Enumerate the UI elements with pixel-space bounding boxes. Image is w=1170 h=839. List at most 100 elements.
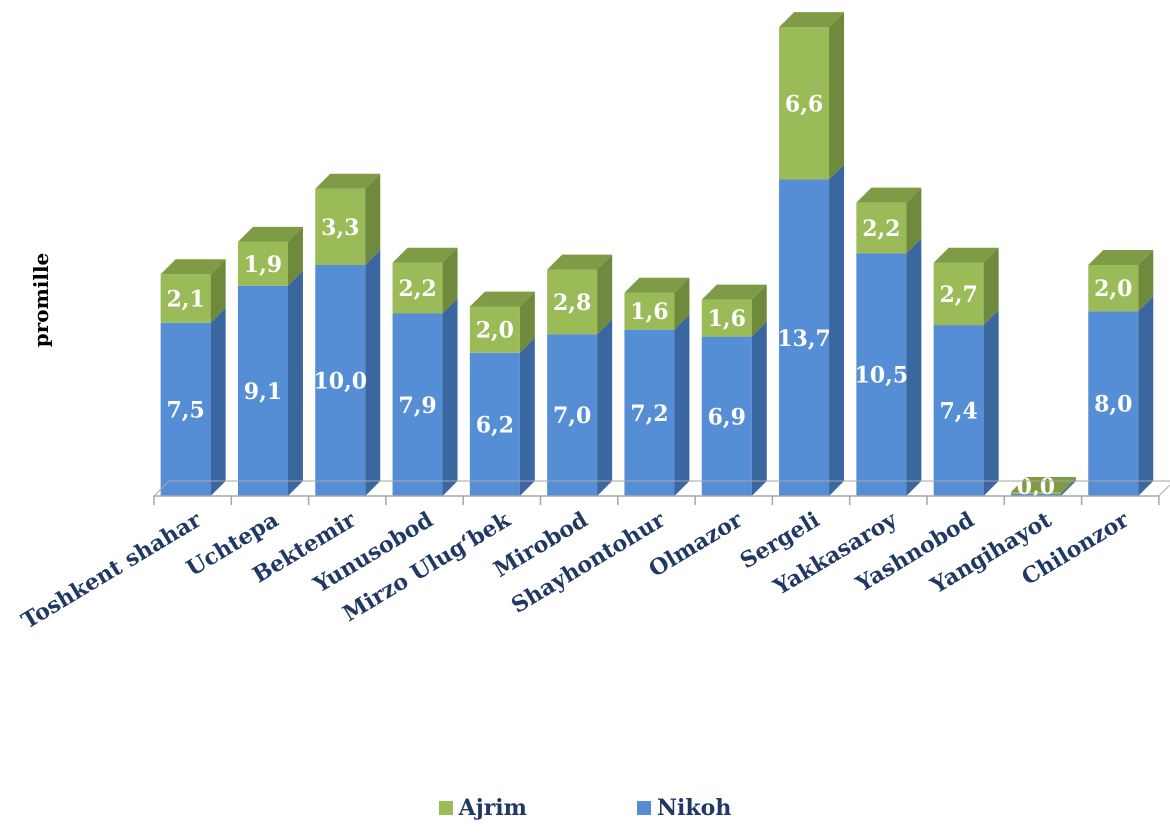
legend-swatch-ajrim: [438, 801, 453, 815]
value-label-nikoh-sergeli: 13,7: [777, 326, 831, 352]
y-axis-label: promille: [29, 253, 53, 348]
bar-side: [674, 314, 690, 496]
value-label-ajrim-mirobod: 2,8: [553, 290, 591, 316]
bar-side: [442, 247, 458, 314]
value-label-ajrim-uchtepa: 1,9: [244, 252, 282, 278]
bar-top: [1088, 250, 1154, 265]
bar-side: [519, 337, 535, 496]
bar-top: [856, 187, 922, 203]
bar-front: [701, 299, 752, 337]
bar-side: [597, 319, 613, 496]
bar-front: [933, 262, 984, 326]
bar-nikoh-olmazor: [701, 321, 767, 496]
bar-side: [365, 250, 381, 496]
bar-nikoh-toshkent-shahar: [160, 307, 226, 496]
bar-side: [210, 307, 226, 496]
bar-front: [469, 352, 520, 496]
bar-top: [933, 247, 999, 263]
value-label-nikoh-toshkent-shahar: 7,5: [167, 397, 205, 423]
bar-front: [1010, 492, 1061, 494]
bar-ajrim-yakkasaroy: [856, 187, 922, 254]
value-label-ajrim-sergeli: 6,6: [785, 91, 823, 117]
bar-side: [1060, 479, 1076, 496]
bar-nikoh-uchtepa: [237, 270, 303, 496]
value-label-nikoh-chilonzor: 8,0: [1094, 392, 1132, 418]
value-label-nikoh-mirzo-ulug-bek: 6,2: [476, 412, 514, 438]
bar-front: [1010, 494, 1061, 496]
bar-top: [701, 284, 767, 300]
bar-side: [751, 284, 767, 337]
bar-nikoh-mirzo-ulug-bek: [469, 337, 535, 496]
bar-side: [210, 259, 226, 323]
bar-side: [983, 247, 999, 326]
bar-nikoh-bektemir: [315, 250, 381, 496]
bar-side: [287, 226, 303, 286]
bar-top: [624, 277, 690, 293]
bar-front: [779, 179, 830, 496]
bar-ajrim-chilonzor: [1088, 250, 1154, 312]
bar-side: [906, 238, 922, 496]
bar-ajrim-yashnobod: [933, 247, 999, 326]
bar-nikoh-chilonzor: [1088, 296, 1154, 496]
bar-nikoh-sergeli: [779, 164, 845, 496]
bar-front: [160, 322, 211, 496]
bar-nikoh-yangihayot: [1010, 479, 1076, 496]
bar-side: [674, 277, 690, 330]
bar-ajrim-sergeli: [779, 12, 845, 180]
bar-front: [547, 269, 598, 335]
bar-front: [469, 306, 520, 353]
value-label-nikoh-yakkasaroy: 10,5: [855, 363, 909, 389]
bar-side: [1138, 250, 1154, 312]
bar-top: [469, 291, 535, 307]
bar-ajrim-toshkent-shahar: [160, 259, 226, 323]
value-label-ajrim-chilonzor: 2,0: [1094, 276, 1132, 302]
bar-side: [597, 254, 613, 335]
bar-side: [751, 321, 767, 496]
bar-front: [701, 336, 752, 496]
bar-front: [779, 27, 830, 180]
bar-front: [1088, 311, 1139, 496]
bar-front: [547, 334, 598, 496]
bar-front: [315, 188, 366, 265]
value-label-nikoh-bektemir: 10,0: [313, 369, 367, 395]
bar-top: [237, 226, 303, 242]
bar-top: [315, 173, 381, 189]
bar-front: [237, 241, 288, 286]
value-label-nikoh-olmazor: 6,9: [708, 404, 746, 430]
bar-side: [829, 12, 845, 180]
value-label-ajrim-toshkent-shahar: 2,1: [167, 286, 205, 312]
bar-side: [442, 298, 458, 496]
bar-ajrim-yunusobod: [392, 247, 458, 314]
value-label-ajrim-bektemir: 3,3: [321, 215, 359, 241]
bar-ajrim-bektemir: [315, 173, 381, 265]
bar-front: [237, 285, 288, 496]
value-label-ajrim-yakkasaroy: 2,2: [862, 216, 900, 242]
legend-swatch-nikoh: [636, 801, 651, 815]
bar-ajrim-uchtepa: [237, 226, 303, 286]
category-labels: Toshkent shaharUchtepaBektemirYunusobodM…: [17, 506, 1134, 634]
bar-top: [392, 247, 458, 263]
bar-front: [624, 292, 675, 330]
legend: Ajrim Nikoh: [0, 795, 1170, 821]
bar-nikoh-mirobod: [547, 319, 613, 496]
bar-front: [1088, 265, 1139, 312]
bar-ajrim-mirzo-ulug-bek: [469, 291, 535, 353]
value-label-nikoh-uchtepa: 9,1: [244, 379, 282, 405]
value-label-nikoh-yunusobod: 7,9: [398, 393, 436, 419]
value-label-ajrim-mirzo-ulug-bek: 2,0: [476, 318, 514, 344]
bar-top: [160, 259, 226, 275]
bar-front: [856, 253, 907, 496]
bar-nikoh-yashnobod: [933, 310, 999, 496]
legend-item-nikoh: Nikoh: [636, 795, 731, 821]
bars-group: 7,5 2,1 9,1 1,9 10,0 3,3 7,9 2,2 6,2 2,0 7,0 2,8 7,2…: [160, 12, 1154, 500]
value-label-ajrim-olmazor: 1,6: [708, 306, 746, 332]
bar-side: [519, 291, 535, 353]
bar-top: [779, 12, 845, 28]
bar-front: [160, 274, 211, 323]
bar-front: [392, 313, 443, 496]
bar-ajrim-olmazor: [701, 284, 767, 337]
bar-nikoh-yunusobod: [392, 298, 458, 496]
bar-top: [547, 254, 613, 270]
value-label-ajrim-yunusobod: 2,2: [398, 276, 436, 302]
